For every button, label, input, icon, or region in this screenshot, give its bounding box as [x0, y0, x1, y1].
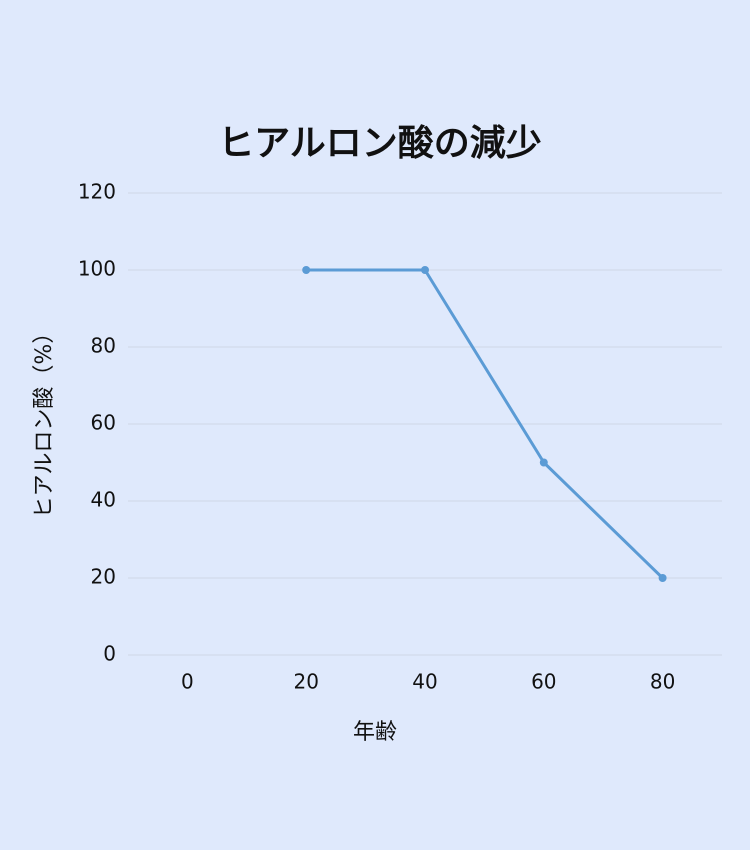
y-tick-label: 80 — [91, 334, 116, 358]
marker — [539, 458, 548, 467]
marker — [658, 574, 667, 582]
y-tick-label: 60 — [91, 411, 116, 435]
y-tick-label: 20 — [91, 565, 116, 589]
marker — [302, 266, 311, 274]
y-axis-title: ヒアルロン酸（%） — [32, 322, 57, 519]
y-tick-label: 120 — [78, 180, 116, 204]
x-tick-label: 60 — [531, 670, 556, 694]
x-tick-label: 20 — [293, 670, 318, 694]
line — [306, 268, 664, 580]
y-tick-label: 100 — [78, 257, 116, 281]
x-tick-label: 0 — [181, 670, 194, 694]
x-tick-label: 40 — [412, 670, 437, 694]
chart-title: ヒアルロン酸の減少 — [218, 123, 542, 164]
marker — [421, 266, 429, 274]
y-tick-label: 0 — [103, 642, 116, 666]
y-tick-label: 40 — [91, 488, 116, 512]
x-tick-label: 80 — [650, 670, 675, 694]
x-axis-title: 年齢 — [353, 720, 397, 745]
